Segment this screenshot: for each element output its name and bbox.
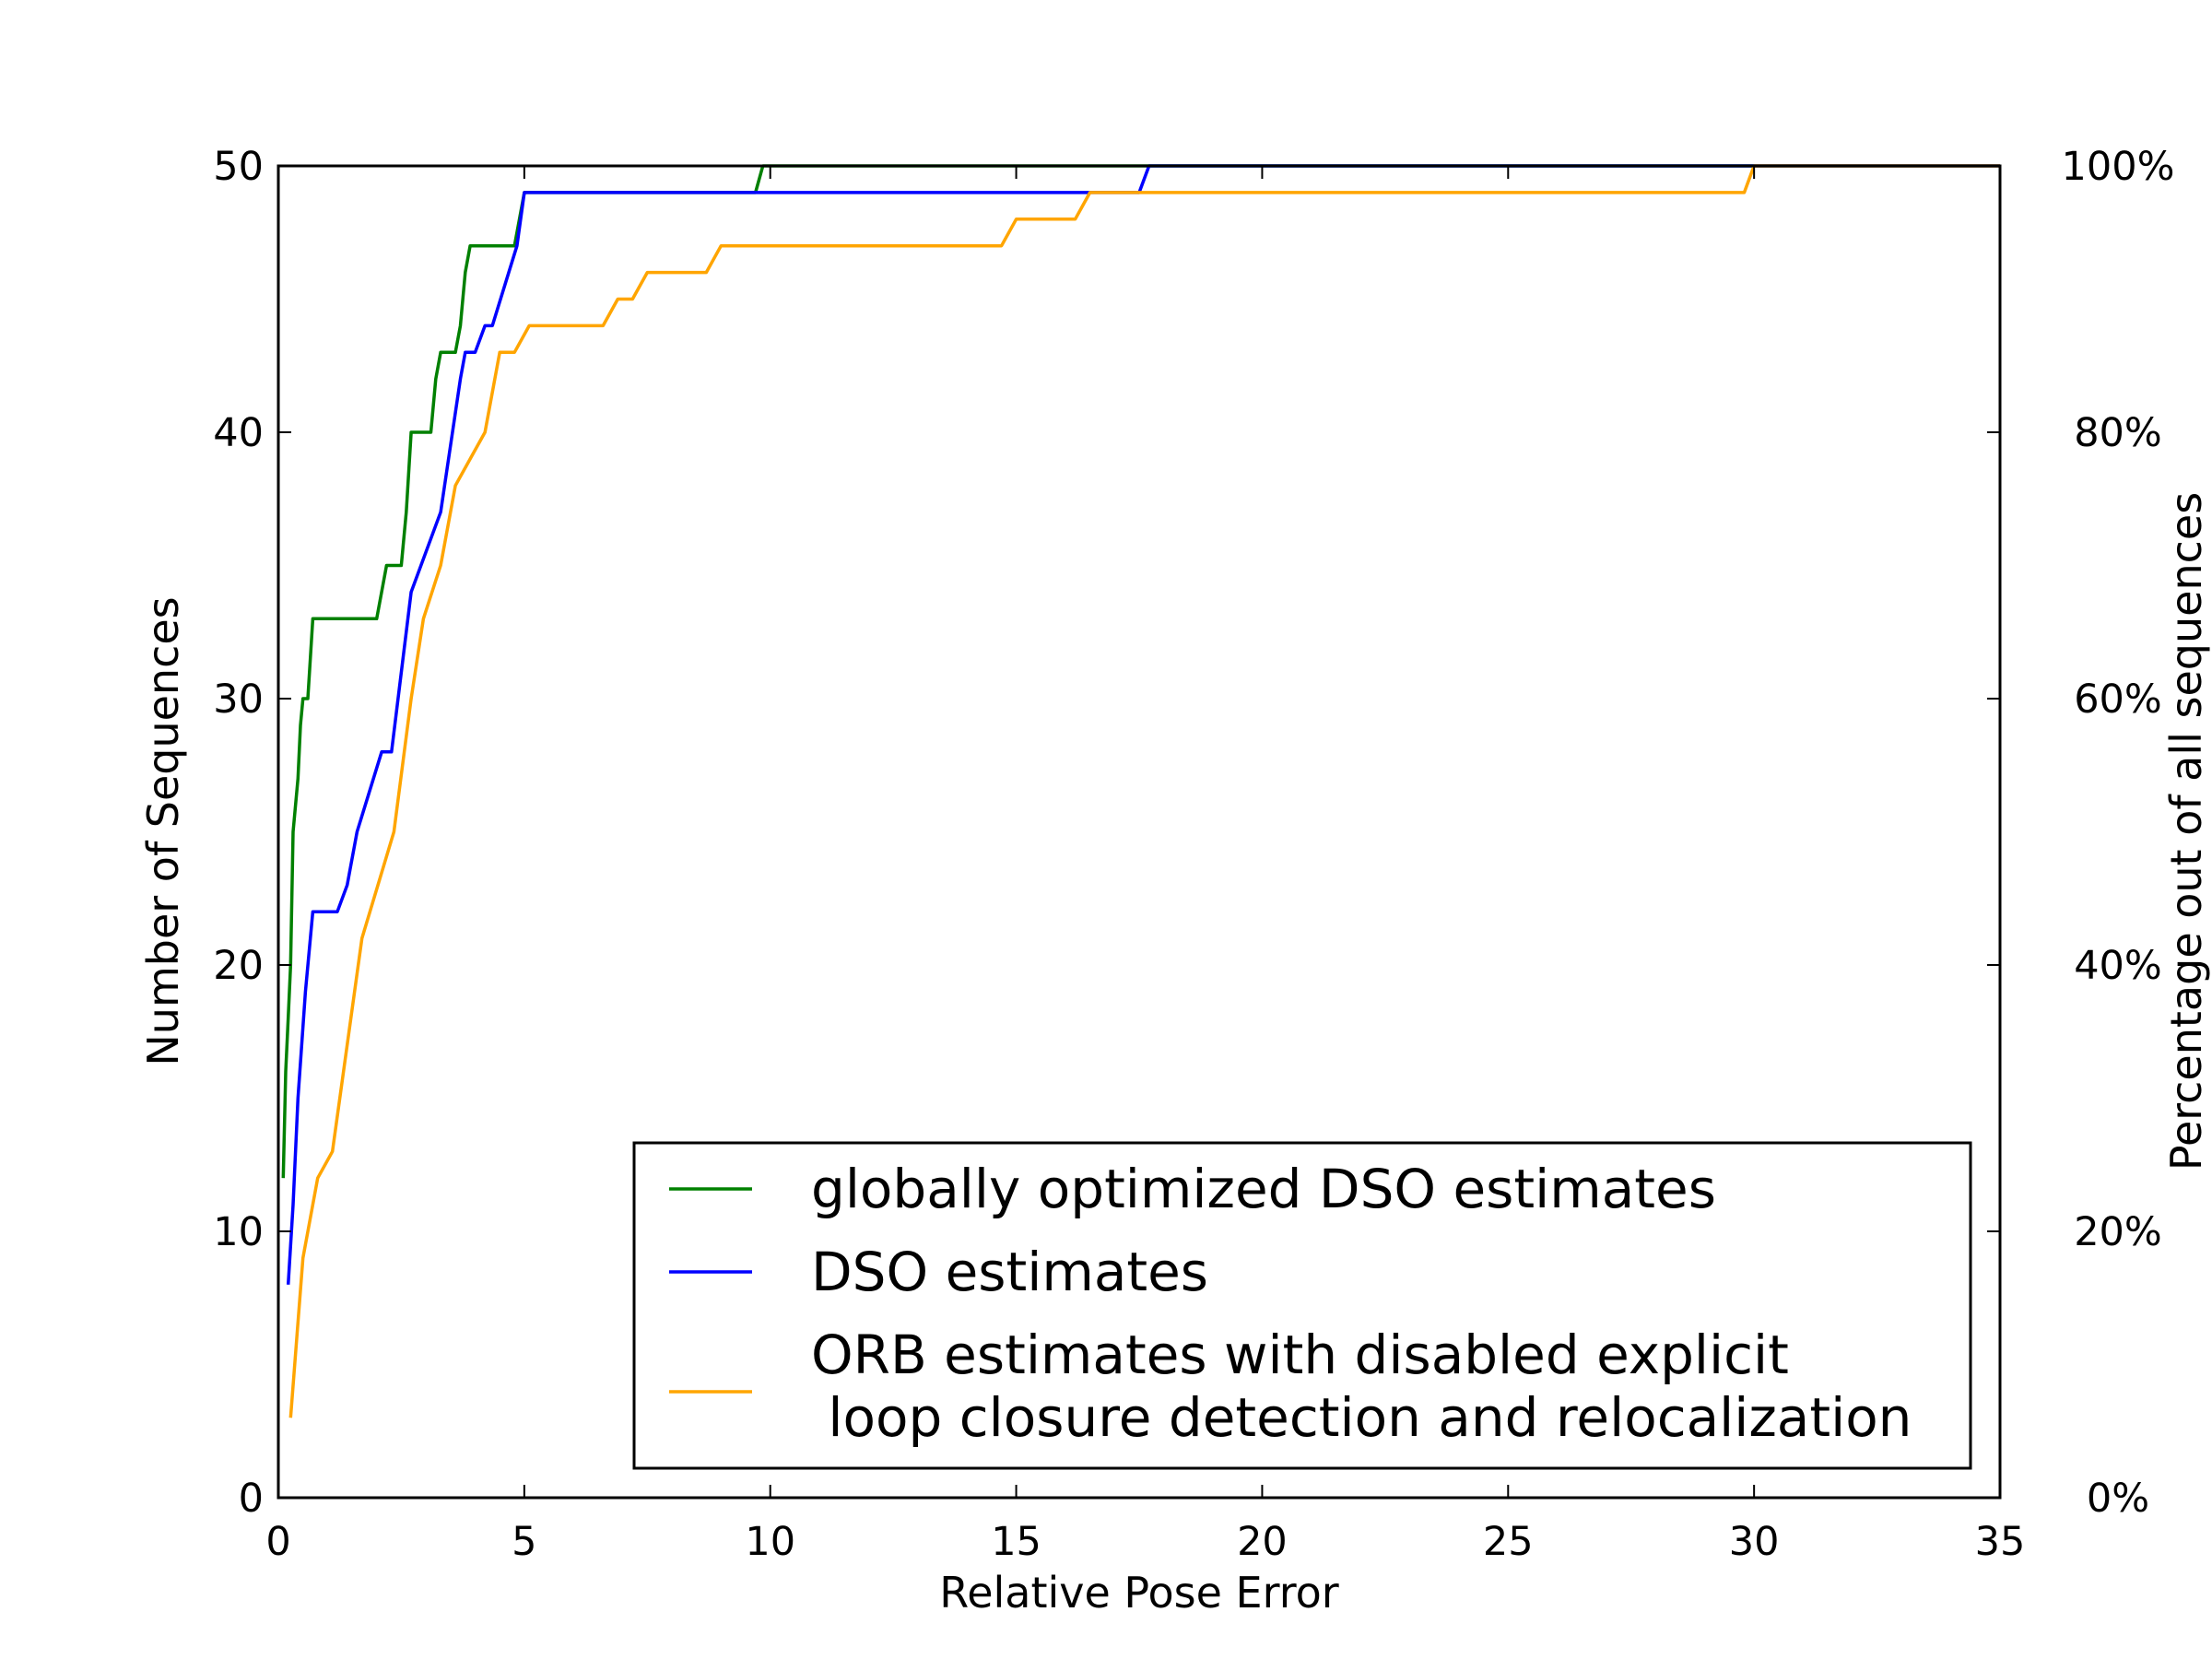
y-tick-label: 10 <box>213 1209 264 1255</box>
legend: globally optimized DSO estimates DSO est… <box>632 1141 1972 1470</box>
series-layer <box>281 164 2000 1418</box>
right-y-tick-label: 100% <box>2062 144 2175 190</box>
y-tick-label: 40 <box>213 410 264 456</box>
plot-frame <box>276 164 2002 1500</box>
x-tick-label: 0 <box>265 1519 290 1565</box>
right-y-tick-label: 60% <box>2074 677 2162 723</box>
tick-layer: 0 5 10 15 20 25 30 35 0 0% 10 20% 20 40% 30 60% 40 80% 50 1… <box>213 144 2174 1565</box>
x-tick-label: 20 <box>1237 1519 1288 1565</box>
right-y-tick-label: 0% <box>2087 1476 2149 1522</box>
y-axis-title: Number of Sequences <box>138 596 188 1065</box>
legend-label-orb-line: loop closure detection and relocalizatio… <box>811 1386 1912 1449</box>
x-tick-label: 15 <box>991 1519 1041 1565</box>
y-tick-label: 30 <box>213 677 264 723</box>
right-y-tick-label: 20% <box>2074 1209 2162 1255</box>
x-tick-label: 25 <box>1483 1519 1534 1565</box>
legend-label-dso: DSO estimates <box>811 1241 1208 1303</box>
series-line-globally-optimized-dso <box>281 164 2000 1179</box>
x-tick-label: 35 <box>1975 1519 2026 1565</box>
legend-label-globally-optimized-dso: globally optimized DSO estimates <box>811 1158 1716 1220</box>
legend-box <box>632 1141 1972 1470</box>
legend-label-orb-line: ORB estimates with disabled explicit <box>811 1324 1789 1386</box>
x-tick-label: 5 <box>512 1519 536 1565</box>
y-tick-label: 50 <box>213 144 264 190</box>
right-y-tick-label: 40% <box>2074 943 2162 989</box>
x-tick-label: 30 <box>1729 1519 1780 1565</box>
right-y-tick-label: 80% <box>2074 410 2162 456</box>
y-tick-label: 0 <box>239 1476 264 1522</box>
right-y-axis-title: Percentage out of all sequences <box>2161 492 2211 1171</box>
series-line-orb <box>288 164 2000 1418</box>
series-line-dso <box>286 164 2000 1285</box>
x-tick-label: 10 <box>745 1519 795 1565</box>
x-axis-title: Relative Pose Error <box>939 1568 1338 1618</box>
legend-label-orb: ORB estimates with disabled explicit loo… <box>811 1324 1912 1449</box>
y-tick-label: 20 <box>213 943 264 989</box>
